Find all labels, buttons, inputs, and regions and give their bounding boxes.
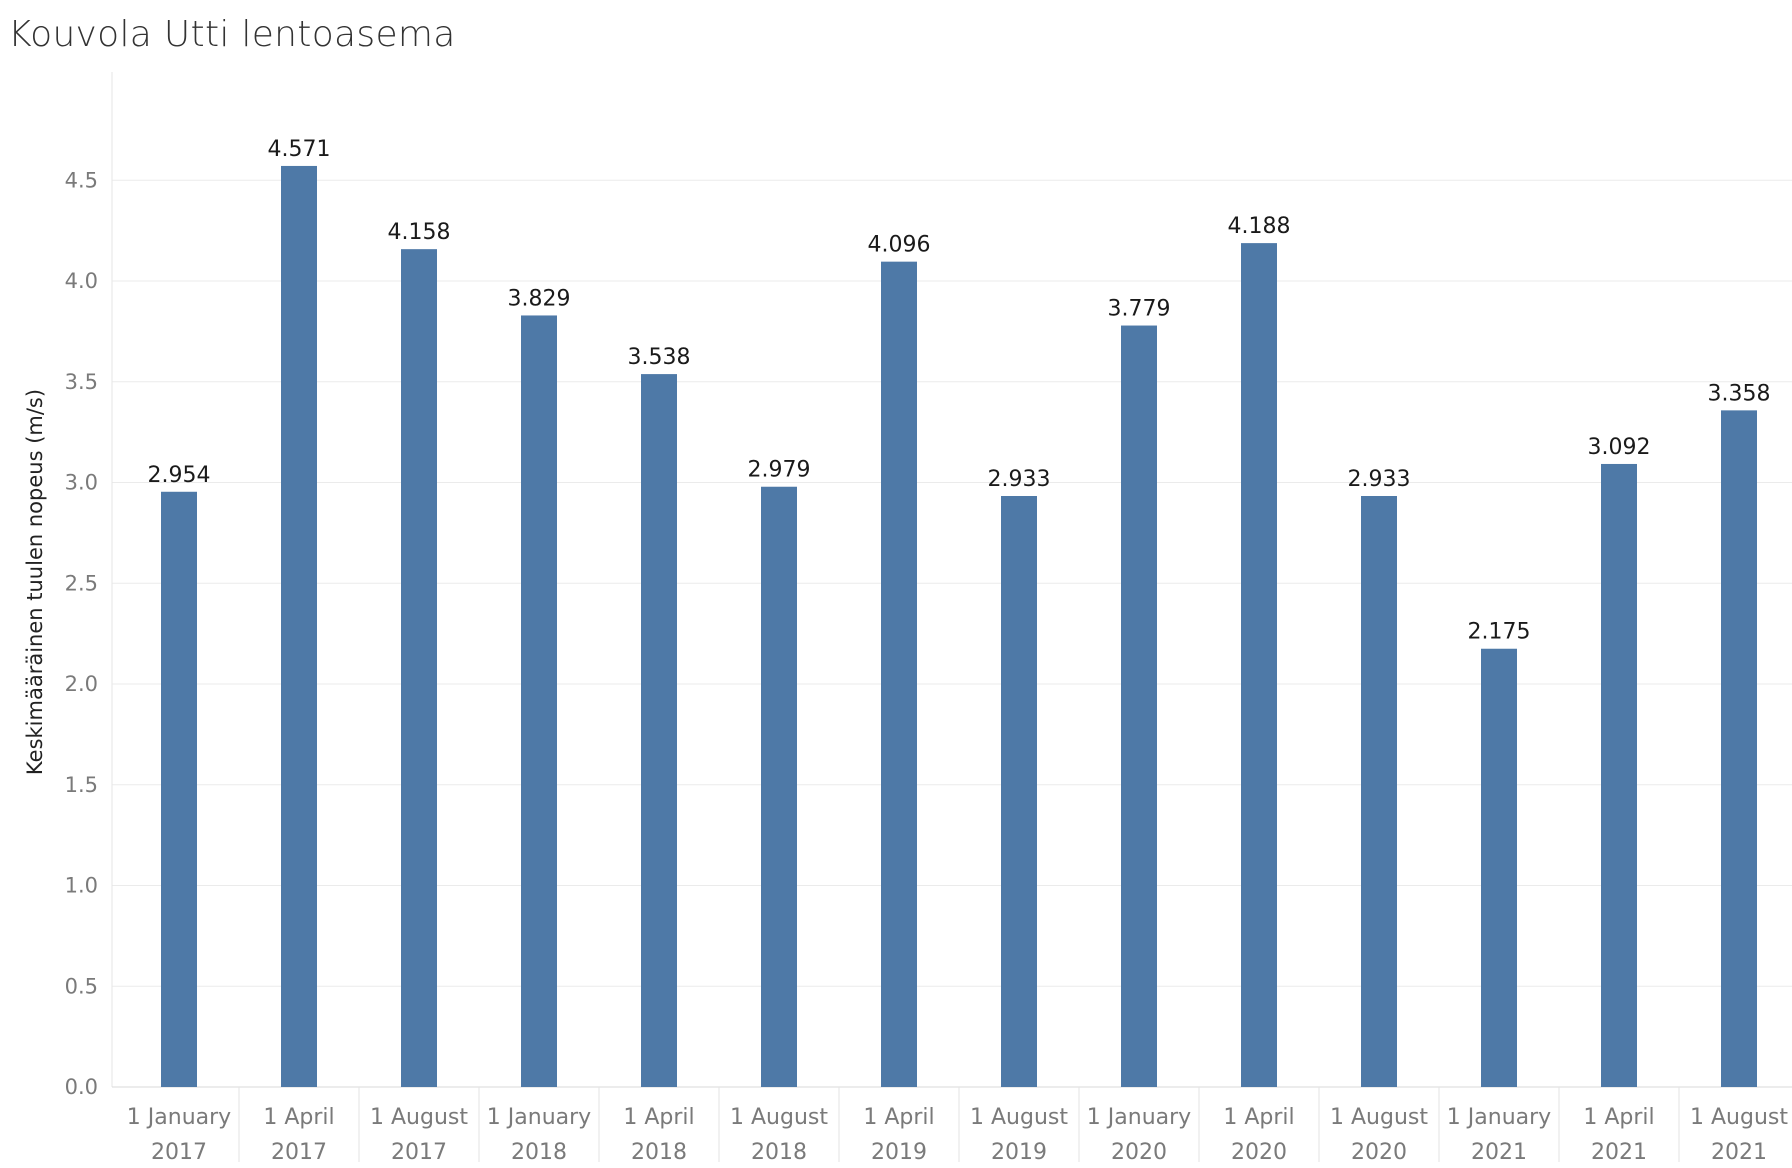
x-tick-label-year: 2021	[1471, 1140, 1527, 1165]
data-labels: 2.954 4.571 4.158 3.829 3.538 2.979 4.096 2.933…	[148, 137, 1771, 645]
x-tick-label: 1 August	[370, 1105, 468, 1130]
x-tick-label-year: 2021	[1711, 1140, 1767, 1165]
bar	[521, 315, 557, 1087]
bars	[161, 165, 1757, 1088]
bar	[1721, 410, 1757, 1087]
x-tick-label-year: 2017	[271, 1140, 327, 1165]
y-tick-label: 1.5	[65, 773, 98, 797]
x-tick-label: 1 January	[487, 1105, 591, 1130]
x-tick-label: 1 August	[730, 1105, 828, 1130]
data-label: 2.979	[748, 458, 811, 483]
bar	[1241, 243, 1277, 1088]
y-tick-label: 0.0	[65, 1075, 98, 1099]
x-tick-label-year: 2019	[991, 1140, 1047, 1165]
gridlines	[112, 179, 1792, 987]
y-axis-labels: 0.0 0.5 1.0 1.5 2.0 2.5 3.0 3.5 4.0 4.5	[65, 168, 98, 1099]
bar	[1361, 496, 1397, 1087]
data-label: 3.358	[1708, 381, 1771, 406]
data-label: 4.188	[1228, 214, 1291, 239]
x-tick-label: 1 January	[1447, 1105, 1551, 1130]
y-tick-label: 4.0	[65, 269, 98, 293]
data-label: 3.538	[628, 345, 691, 370]
x-tick-label: 1 April	[623, 1105, 694, 1130]
x-tick-label-year: 2019	[871, 1140, 927, 1165]
data-label: 3.092	[1588, 435, 1651, 460]
bar	[1001, 496, 1037, 1087]
x-tick-label: 1 April	[1223, 1105, 1294, 1130]
x-tick-label-year: 2017	[391, 1140, 447, 1165]
x-axis-labels: 1 January 2017 1 April 2017 1 August 2017 1 Ja…	[127, 1087, 1788, 1165]
y-axis-title: Keskimääräinen tuulen nopeus (m/s)	[23, 389, 47, 775]
bar	[401, 249, 437, 1088]
y-tick-label: 2.5	[65, 571, 98, 595]
x-tick-label-year: 2018	[511, 1140, 567, 1165]
data-label: 2.954	[148, 463, 211, 488]
x-tick-label: 1 April	[1583, 1105, 1654, 1130]
data-label: 4.158	[388, 220, 451, 245]
x-tick-label: 1 August	[1690, 1105, 1788, 1130]
x-tick-label: 1 August	[970, 1105, 1068, 1130]
data-label: 3.829	[508, 286, 571, 311]
x-tick-label-year: 2020	[1351, 1140, 1407, 1165]
x-tick-label-year: 2021	[1591, 1140, 1647, 1165]
bar	[161, 491, 197, 1087]
data-label: 4.096	[868, 233, 931, 258]
y-tick-label: 3.0	[65, 471, 98, 495]
data-label: 3.779	[1108, 297, 1171, 322]
bar	[1601, 463, 1637, 1087]
chart-title: Kouvola Utti lentoasema	[8, 14, 456, 55]
bar	[1481, 648, 1517, 1087]
x-tick-label: 1 April	[863, 1105, 934, 1130]
x-tick-label-year: 2018	[631, 1140, 687, 1165]
bar	[1121, 325, 1157, 1087]
x-tick-label: 1 January	[127, 1105, 231, 1130]
data-label: 2.933	[1348, 467, 1411, 492]
y-tick-label: 4.5	[65, 168, 98, 192]
x-tick-label-year: 2020	[1231, 1140, 1287, 1165]
x-tick-label-year: 2020	[1111, 1140, 1167, 1165]
x-tick-label: 1 August	[1330, 1105, 1428, 1130]
bar	[641, 374, 677, 1087]
bar	[281, 165, 317, 1088]
x-tick-label: 1 January	[1087, 1105, 1191, 1130]
x-tick-label-year: 2017	[151, 1140, 207, 1165]
x-tick-label: 1 April	[263, 1105, 334, 1130]
y-tick-label: 3.5	[65, 370, 98, 394]
y-tick-label: 0.5	[65, 974, 98, 998]
bar	[881, 261, 917, 1087]
bar	[761, 486, 797, 1087]
data-label: 2.175	[1468, 620, 1531, 645]
axes	[111, 72, 1792, 1088]
x-tick-label-year: 2018	[751, 1140, 807, 1165]
y-tick-label: 2.0	[65, 672, 98, 696]
data-label: 4.571	[268, 137, 331, 162]
data-label: 2.933	[988, 467, 1051, 492]
y-tick-label: 1.0	[65, 874, 98, 898]
